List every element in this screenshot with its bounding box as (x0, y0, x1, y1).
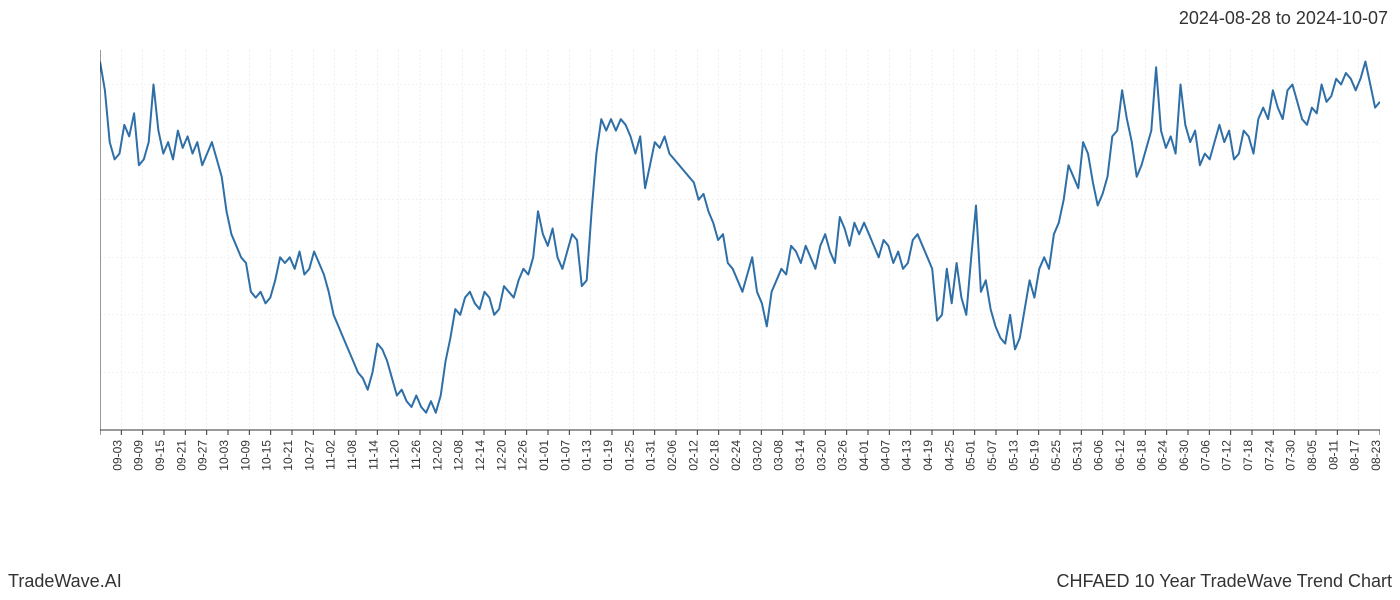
x-tick-label: 01-13 (580, 440, 594, 471)
x-tick-label: 12-14 (473, 440, 487, 471)
x-tick-label: 07-06 (1198, 440, 1212, 471)
x-tick-label: 06-06 (1092, 440, 1106, 471)
x-tick-label: 01-25 (622, 440, 636, 471)
x-tick-label: 10-03 (217, 440, 231, 471)
x-tick-label: 05-01 (964, 440, 978, 471)
x-tick-label: 11-02 (324, 440, 338, 470)
x-tick-label: 06-24 (1156, 440, 1170, 471)
x-tick-label: 07-12 (1220, 440, 1234, 471)
x-tick-label: 03-20 (814, 440, 828, 471)
x-tick-label: 03-02 (750, 440, 764, 471)
x-tick-label: 03-14 (793, 440, 807, 471)
date-range-label: 2024-08-28 to 2024-10-07 (1179, 8, 1388, 29)
x-tick-label: 04-19 (921, 440, 935, 471)
x-tick-label: 11-26 (409, 440, 423, 470)
x-tick-label: 08-05 (1305, 440, 1319, 471)
trend-chart: 30.0%35.0%40.0%45.0%50.0%55.0%60.0%08-28… (100, 50, 1380, 490)
x-tick-label: 07-18 (1241, 440, 1255, 471)
x-tick-label: 11-14 (366, 440, 380, 470)
x-tick-label: 02-18 (708, 440, 722, 471)
x-tick-label: 07-30 (1284, 440, 1298, 471)
x-tick-label: 12-02 (430, 440, 444, 471)
x-tick-label: 04-13 (900, 440, 914, 471)
x-tick-label: 01-07 (558, 440, 572, 471)
x-tick-label: 01-31 (644, 440, 658, 471)
brand-label: TradeWave.AI (8, 571, 122, 592)
x-tick-label: 06-12 (1113, 440, 1127, 471)
x-tick-label: 09-21 (174, 440, 188, 471)
x-tick-label: 02-06 (665, 440, 679, 471)
x-tick-label: 05-13 (1006, 440, 1020, 471)
x-tick-label: 04-07 (878, 440, 892, 471)
x-tick-label: 03-08 (772, 440, 786, 471)
x-tick-label: 01-19 (601, 440, 615, 471)
x-tick-label: 12-20 (494, 440, 508, 471)
x-tick-label: 10-21 (281, 440, 295, 471)
x-tick-label: 12-08 (452, 440, 466, 471)
x-tick-label: 04-01 (857, 440, 871, 471)
x-tick-label: 11-20 (388, 440, 402, 470)
x-tick-label: 06-18 (1134, 440, 1148, 471)
x-tick-label: 10-27 (302, 440, 316, 471)
x-tick-label: 06-30 (1177, 440, 1191, 471)
x-tick-label: 05-25 (1049, 440, 1063, 471)
x-tick-label: 01-01 (537, 440, 551, 471)
x-tick-label: 05-19 (1028, 440, 1042, 471)
x-tick-label: 02-12 (686, 440, 700, 471)
x-tick-label: 04-25 (942, 440, 956, 471)
x-tick-label: 02-24 (729, 440, 743, 471)
x-tick-label: 09-09 (132, 440, 146, 471)
x-tick-label: 05-07 (985, 440, 999, 471)
chart-title: CHFAED 10 Year TradeWave Trend Chart (1057, 571, 1393, 592)
x-tick-label: 10-09 (238, 440, 252, 471)
x-tick-label: 08-23 (1369, 440, 1380, 471)
x-tick-label: 08-17 (1348, 440, 1362, 471)
x-tick-label: 09-27 (196, 440, 210, 471)
x-tick-label: 05-31 (1070, 440, 1084, 471)
x-tick-label: 08-28 (100, 440, 103, 471)
x-tick-label: 10-15 (260, 440, 274, 471)
x-tick-label: 09-03 (110, 440, 124, 471)
x-tick-label: 09-15 (153, 440, 167, 471)
x-tick-label: 03-26 (836, 440, 850, 471)
x-tick-label: 08-11 (1326, 440, 1340, 470)
x-tick-label: 12-26 (516, 440, 530, 471)
x-tick-label: 07-24 (1262, 440, 1276, 471)
x-tick-label: 11-08 (345, 440, 359, 470)
